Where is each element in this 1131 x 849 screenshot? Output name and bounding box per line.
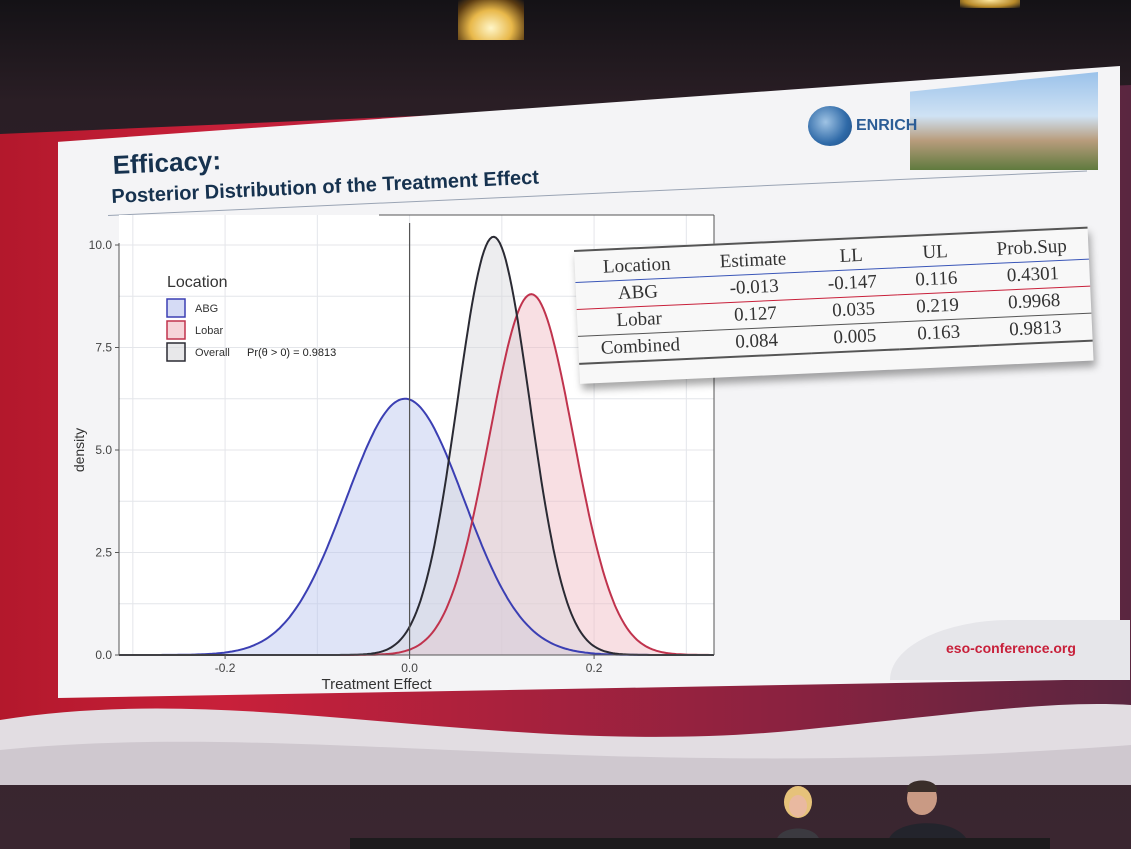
panel-desk	[350, 838, 1050, 849]
screen-wave-decoration	[0, 704, 1131, 785]
legend-entry: ABG	[195, 303, 218, 315]
speaker-person-icon	[776, 786, 820, 842]
legend-title: Location	[167, 274, 228, 291]
y-tick-label: 10.0	[89, 238, 113, 252]
y-axis-label: density	[71, 428, 87, 472]
legend-swatch-lobar	[166, 320, 186, 340]
table-cell: 0.116	[895, 264, 978, 295]
y-tick-label: 7.5	[95, 341, 112, 355]
enrich-logo: ENRICH	[808, 106, 917, 146]
y-tick-label: 2.5	[95, 546, 112, 560]
table-cell: Combined	[577, 330, 704, 364]
estimates-table: Location Estimate LL UL Prob.Sup ABG -0.…	[574, 233, 1093, 365]
density-area-abg	[119, 398, 714, 655]
x-tick-label: 0.0	[401, 661, 418, 675]
legend-swatch-overall	[166, 342, 186, 362]
legend-entry: Lobar	[195, 325, 223, 337]
city-photo	[910, 72, 1098, 170]
table-cell: 0.219	[896, 291, 979, 322]
x-tick-label: -0.2	[215, 661, 236, 675]
legend-swatch-abg	[166, 298, 186, 318]
x-axis-label: Treatment Effect	[321, 676, 432, 693]
ceiling-light	[960, 0, 1020, 8]
probability-annotation: Pr(θ > 0) = 0.9813	[247, 347, 336, 359]
conference-url: eso-conference.org	[946, 640, 1076, 656]
density-chart: 0.0 2.5 5.0 7.5 10.0 -0.2 0.0 0.2 Treatment Effe…	[71, 214, 715, 693]
brain-logo-icon	[808, 106, 852, 146]
table-header: UL	[921, 241, 949, 264]
table-cell: 0.005	[810, 321, 900, 354]
logo-text: ENRICH	[856, 117, 918, 134]
table-cell: 0.084	[701, 325, 812, 359]
density-area-lobar	[119, 294, 714, 655]
y-tick-label: 0.0	[95, 648, 112, 662]
table-cell: 0.035	[809, 294, 899, 326]
ceiling-light	[458, 0, 524, 40]
table-cell: -0.147	[807, 267, 897, 299]
speaker-person-icon	[888, 780, 968, 842]
x-tick-label: 0.2	[586, 661, 603, 675]
estimates-table-card: Location Estimate LL UL Prob.Sup ABG -0.…	[574, 226, 1094, 384]
legend-entry: Overall	[195, 347, 230, 359]
table-cell: 0.163	[898, 318, 980, 350]
slide-title: Efficacy:	[112, 145, 222, 180]
table-header: LL	[839, 244, 864, 267]
y-tick-label: 5.0	[95, 443, 112, 457]
table-cell: 0.9813	[978, 313, 1093, 346]
